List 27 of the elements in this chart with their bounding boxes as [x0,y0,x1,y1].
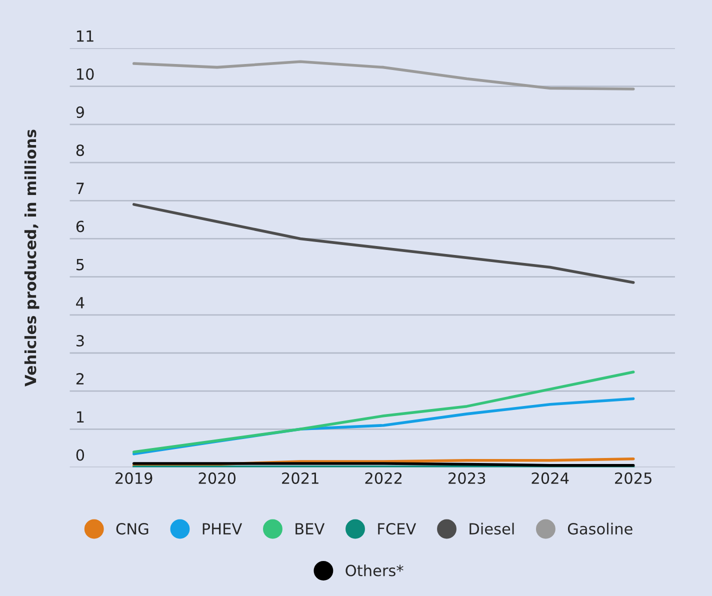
y-tick-label: 0 [76,449,84,461]
y-tick-label: 11 [77,30,94,42]
legend-label: BEV [296,523,325,534]
y-tick-label: 8 [76,144,84,156]
x-tick-label: 2024 [532,472,569,484]
x-tick-label: 2025 [615,472,652,484]
legend-label: Diesel [470,522,514,535]
legend-label: Gasoline [568,522,632,535]
y-tick-label: 7 [76,182,84,194]
y-tick-label: 3 [76,334,84,347]
y-tick-label: 1 [77,411,84,422]
x-tick-label: 2021 [282,472,318,484]
y-tick-label: 9 [76,106,84,118]
legend-label: Others* [346,564,404,576]
x-tick-label: 2019 [116,472,152,484]
y-axis-title: Vehicles produced, in millions [24,130,40,386]
y-tick-label: 10 [77,68,94,80]
x-tick-label: 2023 [448,472,486,484]
legend-label: FCEV [378,523,416,535]
y-tick-label: 6 [76,220,84,232]
legend-label: CNG [116,523,148,535]
x-tick-label: 2020 [198,472,236,484]
y-tick-label: 2 [76,373,84,384]
legend-label: PHEV [202,523,242,534]
y-tick-label: 5 [76,258,84,270]
y-tick-label: 4 [76,297,84,308]
x-tick-label: 2022 [365,472,402,484]
